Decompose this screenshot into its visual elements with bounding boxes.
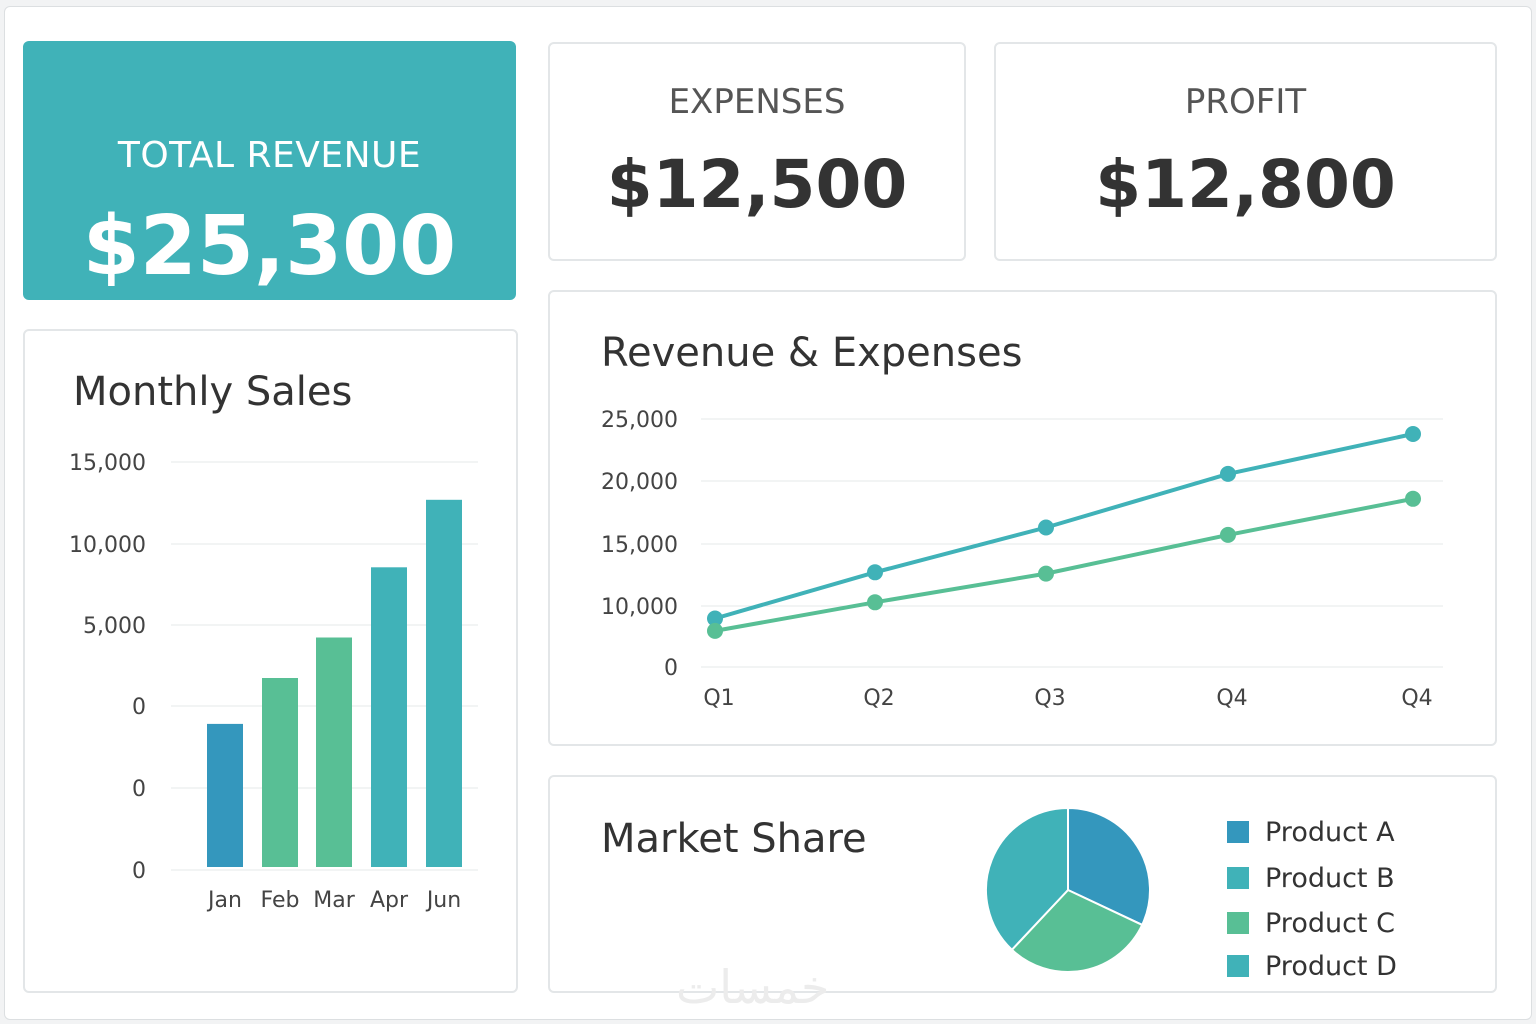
legend-item-product-d: Product D	[1227, 951, 1397, 982]
line-y-tick-label: 25,000	[601, 408, 678, 433]
line-point	[1405, 426, 1421, 442]
line-point	[707, 610, 723, 627]
total-revenue-card[interactable]: TOTAL REVENUE $25,300	[23, 41, 516, 300]
line-x-tick-label: Q3	[1034, 686, 1065, 711]
legend-swatch-product-c	[1227, 912, 1249, 934]
watermark: خمسات	[676, 960, 830, 1014]
bar-y-tick-label: 0	[132, 777, 146, 802]
pie-slice-product-a	[1067, 806, 1151, 927]
line-point	[707, 622, 723, 639]
bar-y-tick-label: 15,000	[69, 451, 146, 476]
pie-slice-product-c	[1010, 888, 1144, 973]
legend-label-product-a: Product A	[1265, 817, 1395, 848]
bar-y-tick-label: 0	[132, 859, 146, 884]
legend-label-product-c: Product C	[1265, 908, 1395, 939]
bar	[207, 723, 243, 867]
bar	[426, 499, 462, 867]
profit-label: PROFIT	[1184, 82, 1307, 122]
line-y-tick-label: 15,000	[601, 533, 678, 558]
bar	[371, 567, 407, 867]
line-point	[1038, 565, 1054, 582]
line-y-tick-label: 10,000	[601, 595, 678, 620]
legend-item-product-c: Product C	[1227, 908, 1395, 939]
line-series-1	[714, 432, 1414, 621]
line-series-2	[714, 496, 1414, 633]
total-revenue-value: $25,300	[82, 199, 457, 294]
legend-label-product-b: Product B	[1265, 863, 1395, 894]
pie-slice-product-d	[985, 806, 1069, 952]
line-y-tick-label: 20,000	[601, 470, 678, 495]
monthly-sales-chart: 0 0 0 5,000 10,000 15,000 Jan Feb Mar Apr Jun	[69, 451, 478, 913]
profit-value: $12,800	[1095, 146, 1396, 223]
market-share-title: Market Share	[601, 816, 867, 862]
line-point	[867, 594, 883, 611]
bar-x-tick-label: Apr	[370, 888, 409, 913]
line-point	[1220, 465, 1236, 482]
legend-item-product-a: Product A	[1227, 817, 1395, 848]
expenses-card[interactable]: EXPENSES $12,500	[548, 42, 966, 261]
legend-item-product-b: Product B	[1227, 863, 1395, 894]
line-y-tick-label: 0	[664, 656, 678, 681]
bar	[262, 678, 298, 867]
legend-swatch-product-d	[1227, 955, 1249, 977]
line-point	[867, 564, 883, 581]
line-point	[1220, 526, 1236, 543]
expenses-value: $12,500	[606, 146, 908, 223]
revenue-expenses-card: Revenue & Expenses	[548, 290, 1497, 746]
bar	[316, 637, 352, 867]
bar-x-tick-label: Feb	[261, 888, 300, 913]
bar-y-tick-label: 5,000	[83, 614, 146, 639]
bar-x-tick-label: Jan	[206, 888, 242, 913]
expenses-label: EXPENSES	[668, 82, 846, 122]
revenue-expenses-chart: 0 10,000 15,000 20,000 25,000 Q1 Q2 Q3 Q4 Q4	[601, 408, 1443, 711]
bar-y-tick-label: 10,000	[69, 533, 146, 558]
profit-card[interactable]: PROFIT $12,800	[994, 42, 1497, 261]
market-share-pie	[985, 806, 1151, 973]
bar-y-tick-label: 0	[132, 695, 146, 720]
monthly-sales-title: Monthly Sales	[73, 369, 353, 415]
bar-x-tick-label: Jun	[425, 888, 461, 913]
line-x-tick-label: Q2	[863, 686, 894, 711]
bar-x-tick-label: Mar	[313, 888, 355, 913]
revenue-expenses-title: Revenue & Expenses	[601, 330, 1023, 376]
legend-swatch-product-b	[1227, 867, 1249, 889]
line-point	[1038, 519, 1054, 536]
legend-swatch-product-a	[1227, 821, 1249, 843]
line-point	[1405, 490, 1421, 507]
line-x-tick-label: Q4	[1401, 686, 1432, 711]
total-revenue-label: TOTAL REVENUE	[117, 135, 422, 176]
line-x-tick-label: Q1	[703, 686, 734, 711]
legend-label-product-d: Product D	[1265, 951, 1397, 982]
line-x-tick-label: Q4	[1216, 686, 1247, 711]
